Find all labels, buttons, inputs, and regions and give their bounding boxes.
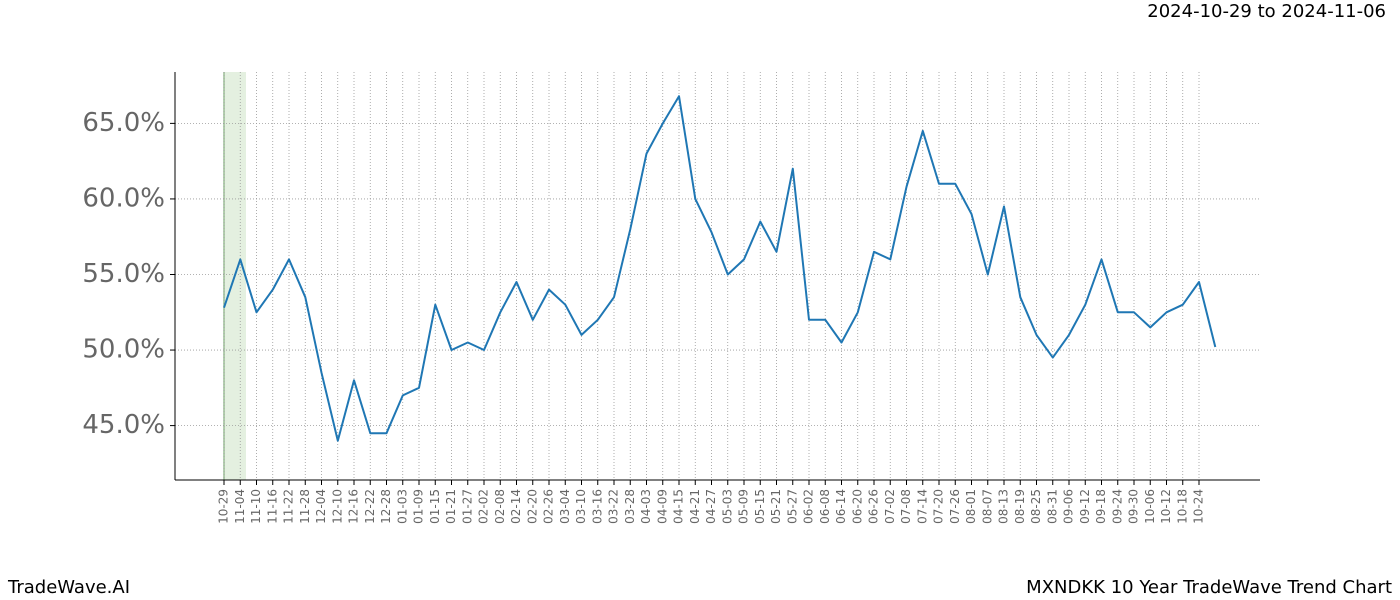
x-tick-label: 06-26 bbox=[867, 489, 881, 524]
x-tick-label: 01-09 bbox=[412, 489, 426, 524]
brand: TradeWave.AI bbox=[7, 577, 130, 598]
x-tick-label: 09-24 bbox=[1110, 489, 1124, 524]
x-tick-label: 02-20 bbox=[525, 489, 539, 524]
x-tick-label: 09-18 bbox=[1094, 489, 1108, 524]
x-tick-label: 08-07 bbox=[980, 489, 994, 524]
x-tick-label: 02-26 bbox=[542, 489, 556, 524]
x-tick-label: 07-02 bbox=[883, 489, 897, 524]
x-tick-label: 12-28 bbox=[379, 489, 393, 524]
x-tick-label: 05-03 bbox=[720, 489, 734, 524]
x-tick-label: 01-21 bbox=[444, 489, 458, 524]
x-tick-label: 02-14 bbox=[509, 489, 523, 524]
x-tick-label: 04-27 bbox=[704, 489, 718, 524]
x-tick-label: 11-16 bbox=[265, 489, 279, 524]
x-tick-label: 03-22 bbox=[607, 489, 621, 524]
x-tick-label: 06-08 bbox=[818, 489, 832, 524]
x-tick-label: 01-15 bbox=[428, 489, 442, 524]
x-tick-label: 07-26 bbox=[948, 489, 962, 524]
x-tick-label: 05-09 bbox=[737, 489, 751, 524]
x-tick-label: 11-04 bbox=[233, 489, 247, 524]
x-tick-label: 03-04 bbox=[558, 489, 572, 524]
x-tick-label: 10-18 bbox=[1175, 489, 1189, 524]
trend-line bbox=[223, 95, 1217, 442]
x-tick-label: 05-21 bbox=[769, 489, 783, 524]
y-tick-label: 60.0% bbox=[82, 183, 165, 213]
x-tick-label: 01-27 bbox=[460, 489, 474, 524]
y-tick-label: 55.0% bbox=[82, 259, 165, 289]
x-tick-label: 11-22 bbox=[282, 489, 296, 524]
chart-title: MXNDKK 10 Year TradeWave Trend Chart bbox=[1026, 577, 1392, 598]
x-tick-label: 09-06 bbox=[1062, 489, 1076, 524]
x-tick-label: 04-03 bbox=[639, 489, 653, 524]
x-tick-label: 01-03 bbox=[395, 489, 409, 524]
y-tick-label: 50.0% bbox=[82, 335, 165, 365]
x-tick-label: 03-10 bbox=[574, 489, 588, 524]
x-tick-label: 03-16 bbox=[590, 489, 604, 524]
x-tick-label: 06-14 bbox=[834, 489, 848, 524]
x-tick-label: 08-01 bbox=[964, 489, 978, 524]
x-tick-label: 05-15 bbox=[753, 489, 767, 524]
x-tick-label: 07-08 bbox=[899, 489, 913, 524]
x-tick-label: 06-02 bbox=[802, 489, 816, 524]
x-tick-label: 09-30 bbox=[1127, 489, 1141, 524]
x-tick-label: 12-16 bbox=[347, 489, 361, 524]
x-tick-label: 04-15 bbox=[672, 489, 686, 524]
x-tick-label: 02-02 bbox=[477, 489, 491, 524]
y-tick-label: 45.0% bbox=[82, 410, 165, 440]
x-tick-label: 07-20 bbox=[932, 489, 946, 524]
x-tick-label: 03-28 bbox=[623, 489, 637, 524]
x-tick-label: 10-06 bbox=[1143, 489, 1157, 524]
x-tick-label: 09-12 bbox=[1078, 489, 1092, 524]
x-tick-label: 04-21 bbox=[688, 489, 702, 524]
x-tick-label: 10-29 bbox=[217, 489, 231, 524]
x-tick-label: 06-20 bbox=[850, 489, 864, 524]
x-tick-label: 08-13 bbox=[997, 489, 1011, 524]
x-tick-label: 05-27 bbox=[785, 489, 799, 524]
x-tick-label: 07-14 bbox=[915, 489, 929, 524]
x-tick-label: 11-10 bbox=[249, 489, 263, 524]
x-tick-label: 10-24 bbox=[1192, 489, 1206, 524]
x-tick-label: 12-04 bbox=[314, 489, 328, 524]
x-tick-label: 04-09 bbox=[655, 489, 669, 524]
x-tick-label: 11-28 bbox=[298, 489, 312, 524]
x-tick-label: 08-19 bbox=[1013, 489, 1027, 524]
x-tick-label: 12-10 bbox=[330, 489, 344, 524]
x-tick-label: 12-22 bbox=[363, 489, 377, 524]
date-range: 2024-10-29 to 2024-11-06 bbox=[1147, 1, 1386, 22]
x-tick-label: 02-08 bbox=[493, 489, 507, 524]
y-tick-label: 65.0% bbox=[82, 108, 165, 138]
x-tick-label: 10-12 bbox=[1159, 489, 1173, 524]
x-tick-label: 08-31 bbox=[1045, 489, 1059, 524]
x-tick-label: 08-25 bbox=[1029, 489, 1043, 524]
